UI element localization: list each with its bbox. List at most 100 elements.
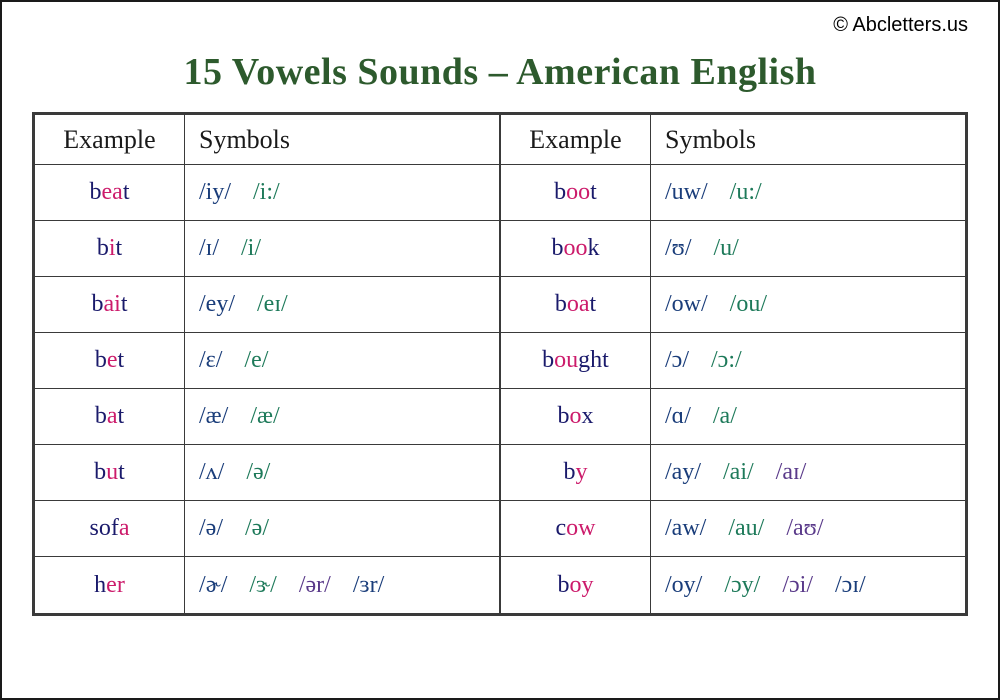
ipa-symbol: /i/ [241,235,261,262]
ipa-symbol: /ɛ/ [199,347,222,374]
ipa-symbol: /ɔy/ [724,572,760,599]
table-row: beat/iy//i:/ [35,165,499,221]
example-cell: bait [35,277,185,332]
example-word: bet [95,347,124,374]
example-word: bit [97,235,122,262]
example-word: bat [95,403,124,430]
table-right-half: Example Symbols boot/uw/ /u:/ book/ʊ//u/bo… [501,115,965,613]
header-example: Example [35,115,185,164]
table-row: boy/oy/ /ɔy/ /ɔi/ /ɔɪ/ [501,557,965,613]
ipa-symbol: /ɔ/ [665,347,689,374]
ipa-symbol: /ou/ [730,291,767,318]
ipa-symbol: /ow/ [665,291,708,318]
ipa-symbol: /ɪ/ [199,235,219,262]
example-cell: boy [501,557,651,613]
example-cell: her [35,557,185,613]
ipa-symbol: /ay/ [665,459,701,486]
example-cell: bit [35,221,185,276]
example-word: by [564,459,588,486]
table-header-row: Example Symbols [35,115,499,165]
ipa-symbol: /oy/ [665,572,702,599]
example-word: book [552,235,600,262]
example-cell: bat [35,389,185,444]
ipa-symbol: /ɔ:/ [711,347,742,374]
table-row: bet/ɛ//e/ [35,333,499,389]
page-frame: © Abcletters.us 15 Vowels Sounds – Ameri… [0,0,1000,700]
example-word: boot [554,179,597,206]
symbols-cell: /ay/ /ai/ /aɪ/ [651,445,965,500]
ipa-symbol: /uw/ [665,179,708,206]
table-row: box/ɑ/ /a/ [501,389,965,445]
example-word: bought [542,347,609,374]
ipa-symbol: /i:/ [253,179,280,206]
example-cell: bet [35,333,185,388]
ipa-symbol: /ɑ/ [665,403,691,430]
symbols-cell: /ɪ/ /i/ [185,221,499,276]
table-row: bit/ɪ/ /i/ [35,221,499,277]
example-cell: boat [501,277,651,332]
ipa-symbol: /ey/ [199,291,235,318]
symbols-cell: /ɚ/ /ɝ/ /ər/ /ɜr/ [185,557,499,613]
example-cell: book [501,221,651,276]
ipa-symbol: /eɪ/ [257,291,288,318]
header-symbols: Symbols [185,115,499,164]
example-cell: bought [501,333,651,388]
example-cell: sofa [35,501,185,556]
symbols-cell: /ə/ /ə/ [185,501,499,556]
ipa-symbol: /ɝ/ [249,572,276,599]
symbols-cell: /ɑ/ /a/ [651,389,965,444]
example-cell: cow [501,501,651,556]
table-row: bought/ɔ/ /ɔ:/ [501,333,965,389]
example-word: cow [556,515,596,542]
example-word: but [94,459,125,486]
symbols-cell: /uw/ /u:/ [651,165,965,220]
table-left-half: Example Symbols beat/iy//i:/ bit/ɪ/ /i/bai… [35,115,501,613]
example-word: her [94,572,125,599]
table-row: sofa/ə/ /ə/ [35,501,499,557]
ipa-symbol: /ɔi/ [782,572,813,599]
ipa-symbol: /ər/ [299,572,331,599]
table-row: bat/æ//æ/ [35,389,499,445]
example-cell: beat [35,165,185,220]
symbols-cell: /æ//æ/ [185,389,499,444]
symbols-cell: /aw/ /au/ /aʊ/ [651,501,965,556]
ipa-symbol: /aʊ/ [786,515,823,542]
ipa-symbol: /aɪ/ [776,459,807,486]
example-word: box [558,403,594,430]
symbols-cell: /ow/ /ou/ [651,277,965,332]
table-header-row: Example Symbols [501,115,965,165]
symbols-cell: /ʌ//ə/ [185,445,499,500]
example-cell: boot [501,165,651,220]
symbols-cell: /ɔ/ /ɔ:/ [651,333,965,388]
table-row: boot/uw/ /u:/ [501,165,965,221]
credit-text: © Abcletters.us [833,14,968,37]
table-row: book/ʊ//u/ [501,221,965,277]
ipa-symbol: /ɜr/ [353,572,384,599]
ipa-symbol: /ɚ/ [199,572,227,599]
example-cell: but [35,445,185,500]
ipa-symbol: /ə/ [199,515,223,542]
ipa-symbol: /ɔɪ/ [835,572,866,599]
ipa-symbol: /au/ [728,515,764,542]
table-row: but/ʌ//ə/ [35,445,499,501]
example-word: boat [555,291,596,318]
header-example: Example [501,115,651,164]
symbols-cell: /ey/ /eɪ/ [185,277,499,332]
ipa-symbol: /ai/ [723,459,754,486]
page-title: 15 Vowels Sounds – American English [32,50,968,94]
example-cell: box [501,389,651,444]
example-word: beat [90,179,130,206]
table-row: cow/aw/ /au/ /aʊ/ [501,501,965,557]
ipa-symbol: /ʊ/ [665,235,692,262]
ipa-symbol: /a/ [713,403,737,430]
table-row: by/ay/ /ai/ /aɪ/ [501,445,965,501]
ipa-symbol: /ə/ [245,515,269,542]
symbols-cell: /ɛ//e/ [185,333,499,388]
vowel-table: Example Symbols beat/iy//i:/ bit/ɪ/ /i/bai… [32,112,968,616]
ipa-symbol: /u:/ [730,179,762,206]
table-row: boat/ow/ /ou/ [501,277,965,333]
ipa-symbol: /ʌ/ [199,459,224,486]
ipa-symbol: /aw/ [665,515,706,542]
header-symbols: Symbols [651,115,965,164]
symbols-cell: /ʊ//u/ [651,221,965,276]
